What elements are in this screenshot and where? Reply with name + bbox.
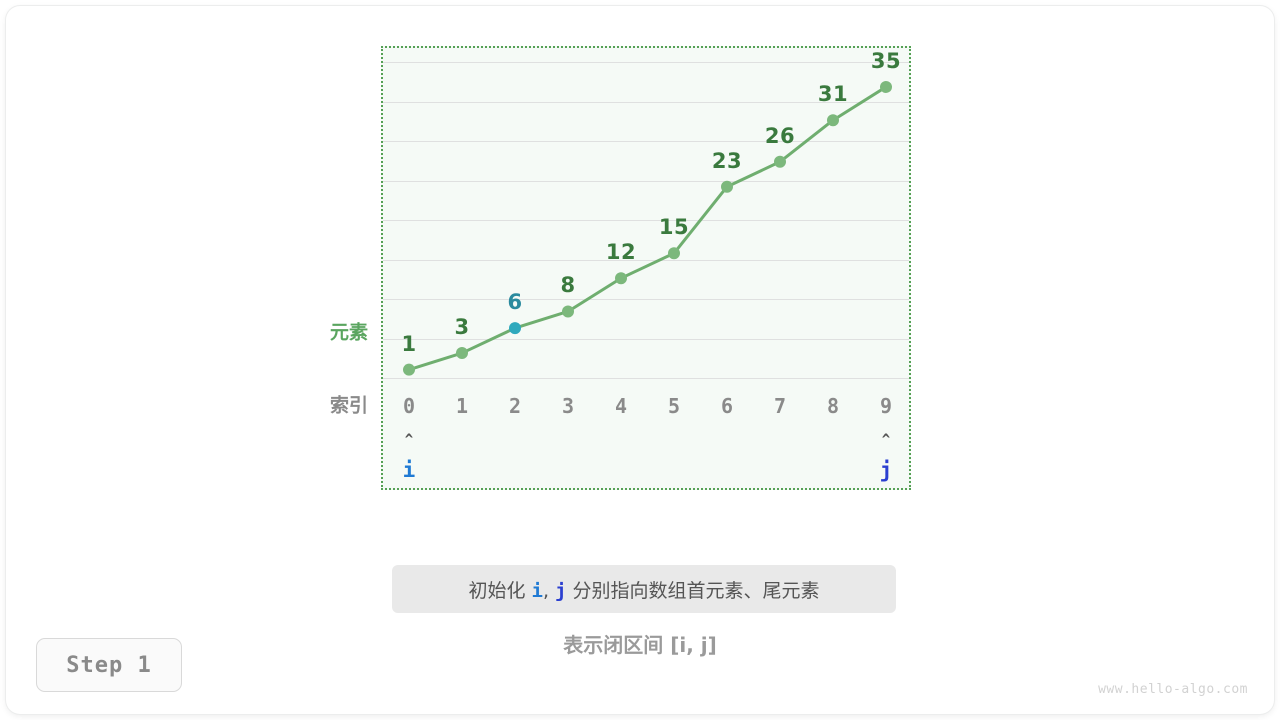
pointer-label-i: i xyxy=(402,458,416,482)
value-label: 23 xyxy=(711,148,743,173)
gridline xyxy=(383,260,909,261)
value-label: 8 xyxy=(560,273,576,298)
elements-axis-title: 元素 xyxy=(329,321,368,344)
index-label: 6 xyxy=(720,394,734,418)
series-point xyxy=(403,363,415,376)
caption-pointer-i: i xyxy=(531,579,543,602)
pointer-label-j: j xyxy=(879,458,893,482)
watermark: www.hello-algo.com xyxy=(1098,682,1248,697)
value-label: 1 xyxy=(401,331,417,356)
series-point xyxy=(774,155,786,168)
series-markers xyxy=(403,80,892,376)
gridline xyxy=(383,378,909,379)
gridline xyxy=(383,62,909,63)
pointer-caret-i: ^ xyxy=(404,432,414,448)
index-label: 0 xyxy=(402,394,416,418)
value-label: 12 xyxy=(605,240,637,265)
caption-text: 初始化 i, j 分别指向数组首元素、尾元素 xyxy=(468,576,819,603)
caption-separator: , xyxy=(542,579,556,602)
index-axis-title: 索引 xyxy=(329,394,368,417)
gridline xyxy=(383,339,909,340)
step-badge: Step 1 xyxy=(36,638,182,692)
step-badge-label: Step 1 xyxy=(66,652,152,678)
index-label: 9 xyxy=(879,394,893,418)
subcaption-text: 表示闭区间 [i, j] xyxy=(563,633,717,657)
gridline xyxy=(383,220,909,221)
pointer-caret-j: ^ xyxy=(881,432,891,448)
value-label: 31 xyxy=(817,82,849,107)
gridline xyxy=(383,102,909,103)
value-label: 6 xyxy=(507,290,523,315)
caption-suffix: 分别指向数组首元素、尾元素 xyxy=(566,579,820,602)
series-point xyxy=(721,180,733,193)
series-polyline xyxy=(407,85,888,372)
index-label: 5 xyxy=(667,394,681,418)
series-point xyxy=(456,347,468,360)
value-label: 26 xyxy=(764,123,796,148)
caption-prefix: 初始化 xyxy=(468,579,532,602)
series-point xyxy=(509,322,521,335)
value-label: 15 xyxy=(658,215,690,240)
line-series xyxy=(403,80,892,376)
series-point xyxy=(827,114,839,127)
index-label: 4 xyxy=(614,394,628,418)
caption-box: 初始化 i, j 分别指向数组首元素、尾元素 xyxy=(392,565,896,613)
series-point xyxy=(668,247,680,260)
caption-pointer-j: j xyxy=(555,579,567,602)
index-label: 3 xyxy=(561,394,575,418)
series-point xyxy=(880,80,892,93)
series-point xyxy=(562,305,574,318)
gridline xyxy=(383,299,909,300)
index-label: 1 xyxy=(455,394,469,418)
index-label: 8 xyxy=(826,394,840,418)
index-label: 7 xyxy=(773,394,787,418)
index-label: 2 xyxy=(508,394,522,418)
series-point xyxy=(615,272,627,285)
gridline xyxy=(383,141,909,142)
value-label: 35 xyxy=(870,48,902,73)
gridline xyxy=(383,181,909,182)
value-label: 3 xyxy=(454,315,470,340)
